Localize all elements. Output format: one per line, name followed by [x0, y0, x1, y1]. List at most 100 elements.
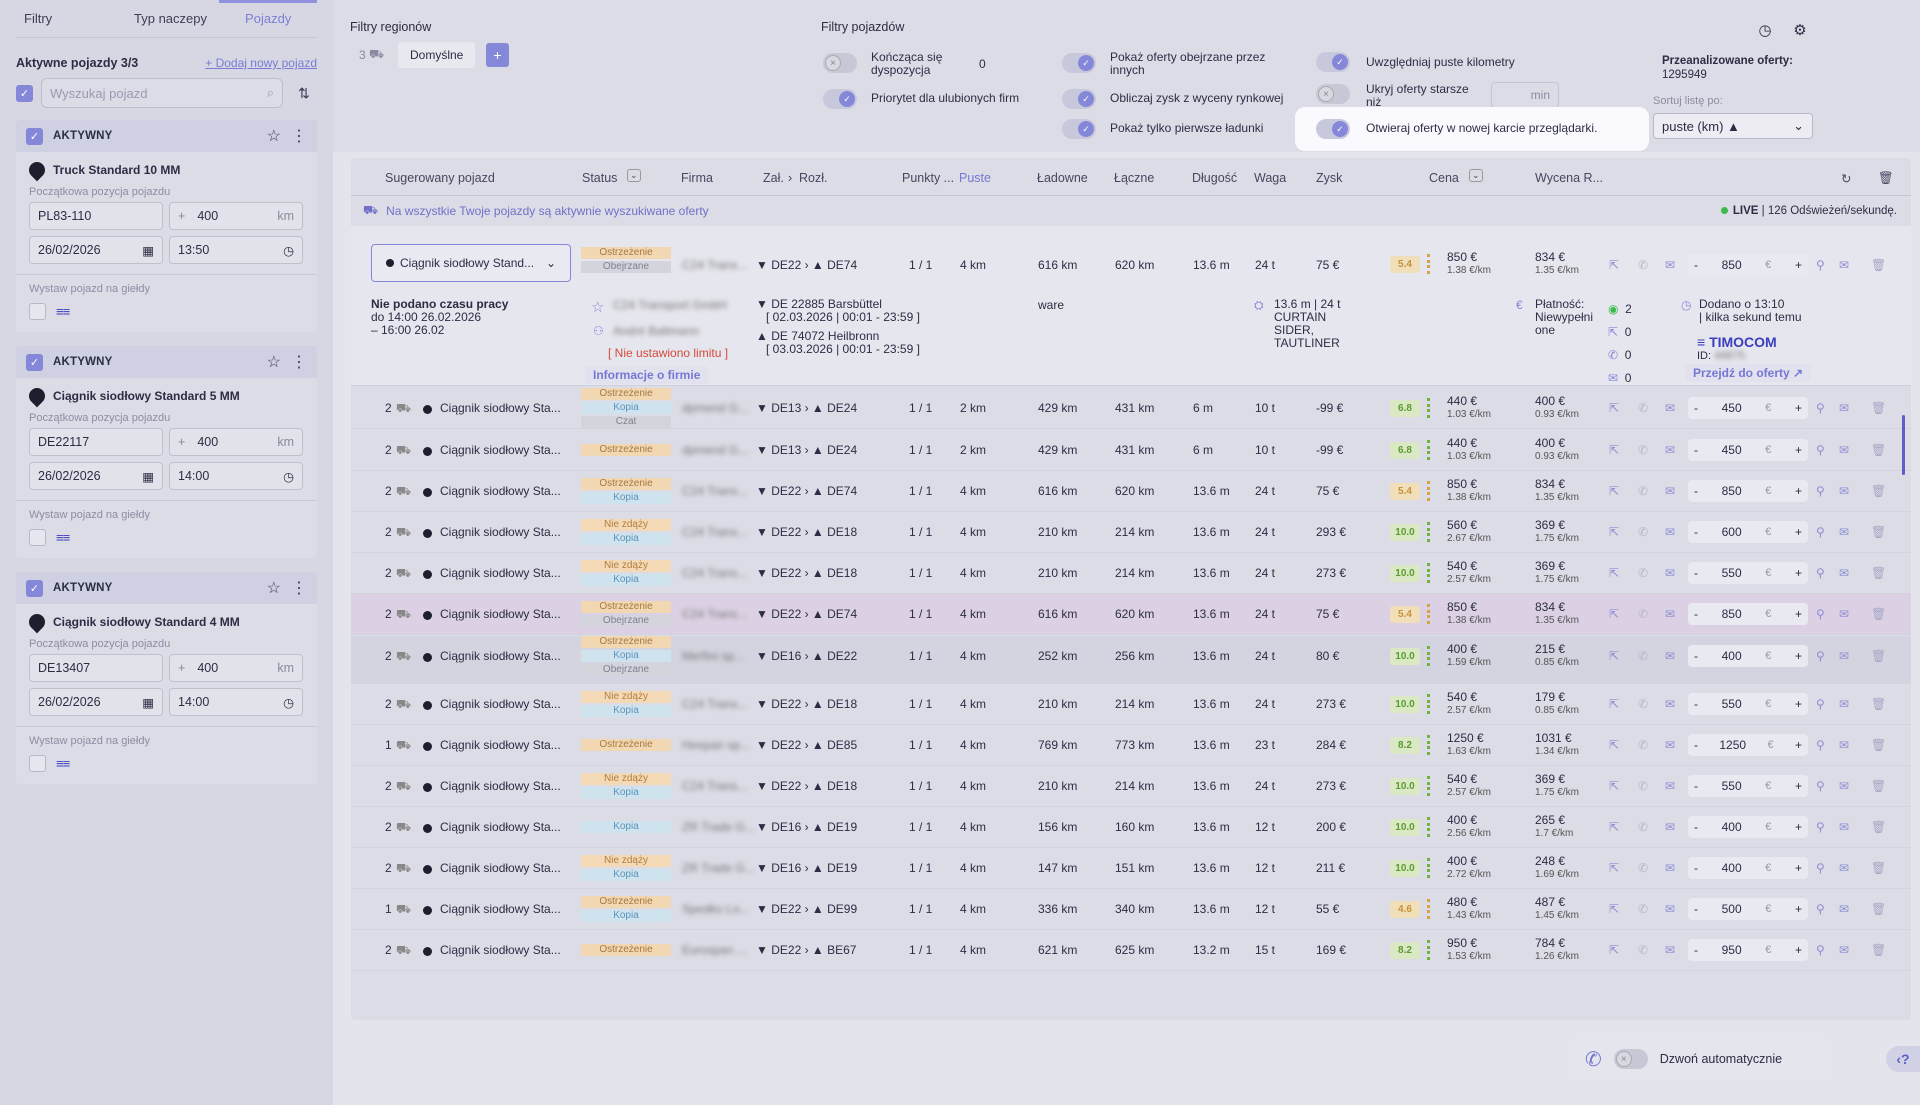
suggested-vehicle[interactable]: Ciągnik siodłowy Sta... [440, 525, 561, 539]
share-icon[interactable]: ⇱ [1609, 738, 1620, 752]
mail-icon[interactable]: ✉ [1665, 443, 1676, 457]
mail-person-icon[interactable]: ✉ [1839, 443, 1850, 457]
ending-toggle[interactable]: × [823, 53, 857, 73]
offer-value[interactable]: 400 [1721, 649, 1742, 663]
delete-icon[interactable]: 🗑 [1871, 697, 1887, 711]
col-points[interactable]: Punkty ... [902, 171, 955, 185]
col-company[interactable]: Firma [681, 171, 713, 185]
mail-person-icon[interactable]: ✉ [1839, 566, 1850, 580]
more-icon[interactable]: ⋮ [291, 354, 307, 371]
vehicle-select[interactable]: Ciągnik siodłowy Stand... ⌄ [371, 244, 571, 282]
mail-person-icon[interactable]: ✉ [1839, 525, 1850, 539]
goto-offer-button[interactable]: Przejdź do oferty ↗ [1685, 364, 1812, 382]
mail-icon[interactable]: ✉ [1665, 258, 1676, 272]
plus-button[interactable]: + [1794, 401, 1802, 415]
expanded-offer[interactable]: Ciągnik siodłowy Stand... ⌄ Ostrzeżenie … [351, 226, 1911, 386]
table-row[interactable]: 1 ⛟ Ciągnik siodłowy Sta... Ostrzeżenie K… [351, 889, 1911, 930]
sort-select[interactable]: puste (km) ▲ ⌄ [1653, 113, 1813, 139]
delete-icon[interactable]: 🗑 [1871, 443, 1887, 457]
phone-icon[interactable]: ✆ [1638, 566, 1649, 580]
offer-stepper[interactable]: - 400 € + [1688, 857, 1808, 879]
search-person-icon[interactable]: ⚲ [1816, 525, 1825, 539]
table-row[interactable]: 2 ⛟ Ciągnik siodłowy Sta... Ostrzeżenie K… [351, 471, 1911, 512]
time-input[interactable]: 14:00 ◷ [169, 462, 303, 490]
history-icon[interactable]: ◷ [1758, 22, 1772, 39]
suggested-vehicle[interactable]: Ciągnik siodłowy Sta... [440, 566, 561, 580]
mail-person-icon[interactable]: ✉ [1839, 779, 1850, 793]
search-person-icon[interactable]: ⚲ [1816, 484, 1825, 498]
delete-icon[interactable]: 🗑 [1871, 401, 1887, 415]
vehicle-checkbox[interactable]: ✓ [26, 127, 43, 145]
tab-vehicles[interactable]: Pojazdy [219, 0, 318, 37]
suggested-vehicle[interactable]: Ciągnik siodłowy Sta... [440, 484, 561, 498]
status-dropdown-icon[interactable]: ⌄ [627, 169, 641, 182]
share-icon[interactable]: ⇱ [1609, 697, 1620, 711]
share-icon[interactable]: ⇱ [1609, 779, 1620, 793]
phone-icon[interactable]: ✆ [1638, 902, 1649, 916]
offer-value[interactable]: 600 [1721, 525, 1742, 539]
offer-value[interactable]: 850 [1721, 258, 1742, 272]
mail-person-icon[interactable]: ✉ [1839, 607, 1850, 621]
minus-button[interactable]: - [1694, 607, 1698, 621]
delete-icon[interactable]: 🗑 [1871, 902, 1887, 916]
time-input[interactable]: 13:50 ◷ [169, 236, 303, 264]
offer-value[interactable]: 950 [1721, 943, 1742, 957]
plus-button[interactable]: + [1794, 566, 1802, 580]
scrollbar[interactable] [1902, 415, 1905, 475]
first-loads-toggle[interactable]: ✓ [1062, 119, 1096, 139]
vehicle-checkbox[interactable]: ✓ [26, 353, 43, 371]
minus-button[interactable]: - [1694, 697, 1698, 711]
radius-input[interactable]: +400 km [169, 202, 303, 230]
mail-person-icon[interactable]: ✉ [1839, 649, 1850, 663]
minus-button[interactable]: - [1694, 258, 1698, 272]
mail-person-icon[interactable]: ✉ [1839, 943, 1850, 957]
table-row[interactable]: 2 ⛟ Ciągnik siodłowy Sta... Nie zdąży Kop… [351, 848, 1911, 889]
minus-button[interactable]: - [1694, 649, 1698, 663]
plus-button[interactable]: + [1794, 738, 1802, 752]
col-status[interactable]: Status [582, 171, 618, 185]
mail-person-icon[interactable]: ✉ [1839, 401, 1850, 415]
star-icon[interactable]: ☆ [266, 580, 281, 597]
vehicle-card[interactable]: ✓ AKTYWNY ☆ ⋮ Ciągnik siodłowy Standard … [16, 346, 317, 558]
plus-button[interactable]: + [1794, 484, 1802, 498]
mail-person-icon[interactable]: ✉ [1839, 861, 1850, 875]
plus-button[interactable]: + [1794, 820, 1802, 834]
plus-button[interactable]: + [1794, 943, 1802, 957]
minus-button[interactable]: - [1694, 484, 1698, 498]
date-input[interactable]: 26/02/2026 ▦ [29, 462, 163, 490]
share-icon[interactable]: ⇱ [1609, 484, 1620, 498]
mail-icon[interactable]: ✉ [1665, 779, 1676, 793]
suggested-vehicle[interactable]: Ciągnik siodłowy Sta... [440, 607, 561, 621]
plus-button[interactable]: + [1794, 525, 1802, 539]
share-icon[interactable]: ⇱ [1609, 820, 1620, 834]
phone-icon[interactable]: ✆ [1638, 738, 1649, 752]
delete-icon[interactable]: 🗑 [1871, 820, 1887, 834]
minus-button[interactable]: - [1694, 943, 1698, 957]
company-info-button[interactable]: Informacje o firmie [585, 366, 709, 384]
offer-value[interactable]: 1250 [1719, 738, 1747, 752]
phone-icon[interactable]: ✆ [1638, 443, 1649, 457]
star-icon[interactable]: ☆ [266, 128, 281, 145]
share-icon[interactable]: ⇱ [1609, 443, 1620, 457]
col-price[interactable]: Cena [1429, 171, 1459, 185]
offer-value[interactable]: 850 [1721, 484, 1742, 498]
col-weight[interactable]: Waga [1254, 171, 1287, 185]
minus-button[interactable]: - [1694, 902, 1698, 916]
plus-button[interactable]: + [1794, 902, 1802, 916]
table-row[interactable]: 2 ⛟ Ciągnik siodłowy Sta... Ostrzeżenie … [351, 930, 1911, 971]
search-person-icon[interactable]: ⚲ [1816, 943, 1825, 957]
refresh-icon[interactable]: ↻ [1841, 172, 1852, 186]
table-row[interactable]: 2 ⛟ Ciągnik siodłowy Sta... Nie zdąży Kop… [351, 766, 1911, 807]
delete-icon[interactable]: 🗑 [1871, 861, 1887, 875]
col-valuation[interactable]: Wycena R... [1535, 171, 1603, 185]
add-region-button[interactable]: + [486, 43, 509, 67]
table-row[interactable]: 2 ⛟ Ciągnik siodłowy Sta... Ostrzeżenie K… [351, 636, 1911, 684]
mail-icon[interactable]: ✉ [1665, 525, 1676, 539]
auto-call-toggle[interactable]: × [1613, 1049, 1648, 1069]
offer-stepper[interactable]: - 550 € + [1688, 693, 1808, 715]
new-tab-toggle[interactable]: ✓ [1316, 119, 1350, 139]
offer-stepper[interactable]: - 400 € + [1688, 816, 1808, 838]
offer-value[interactable]: 550 [1721, 779, 1742, 793]
share-icon[interactable]: ⇱ [1609, 943, 1620, 957]
search-person-icon[interactable]: ⚲ [1816, 902, 1825, 916]
